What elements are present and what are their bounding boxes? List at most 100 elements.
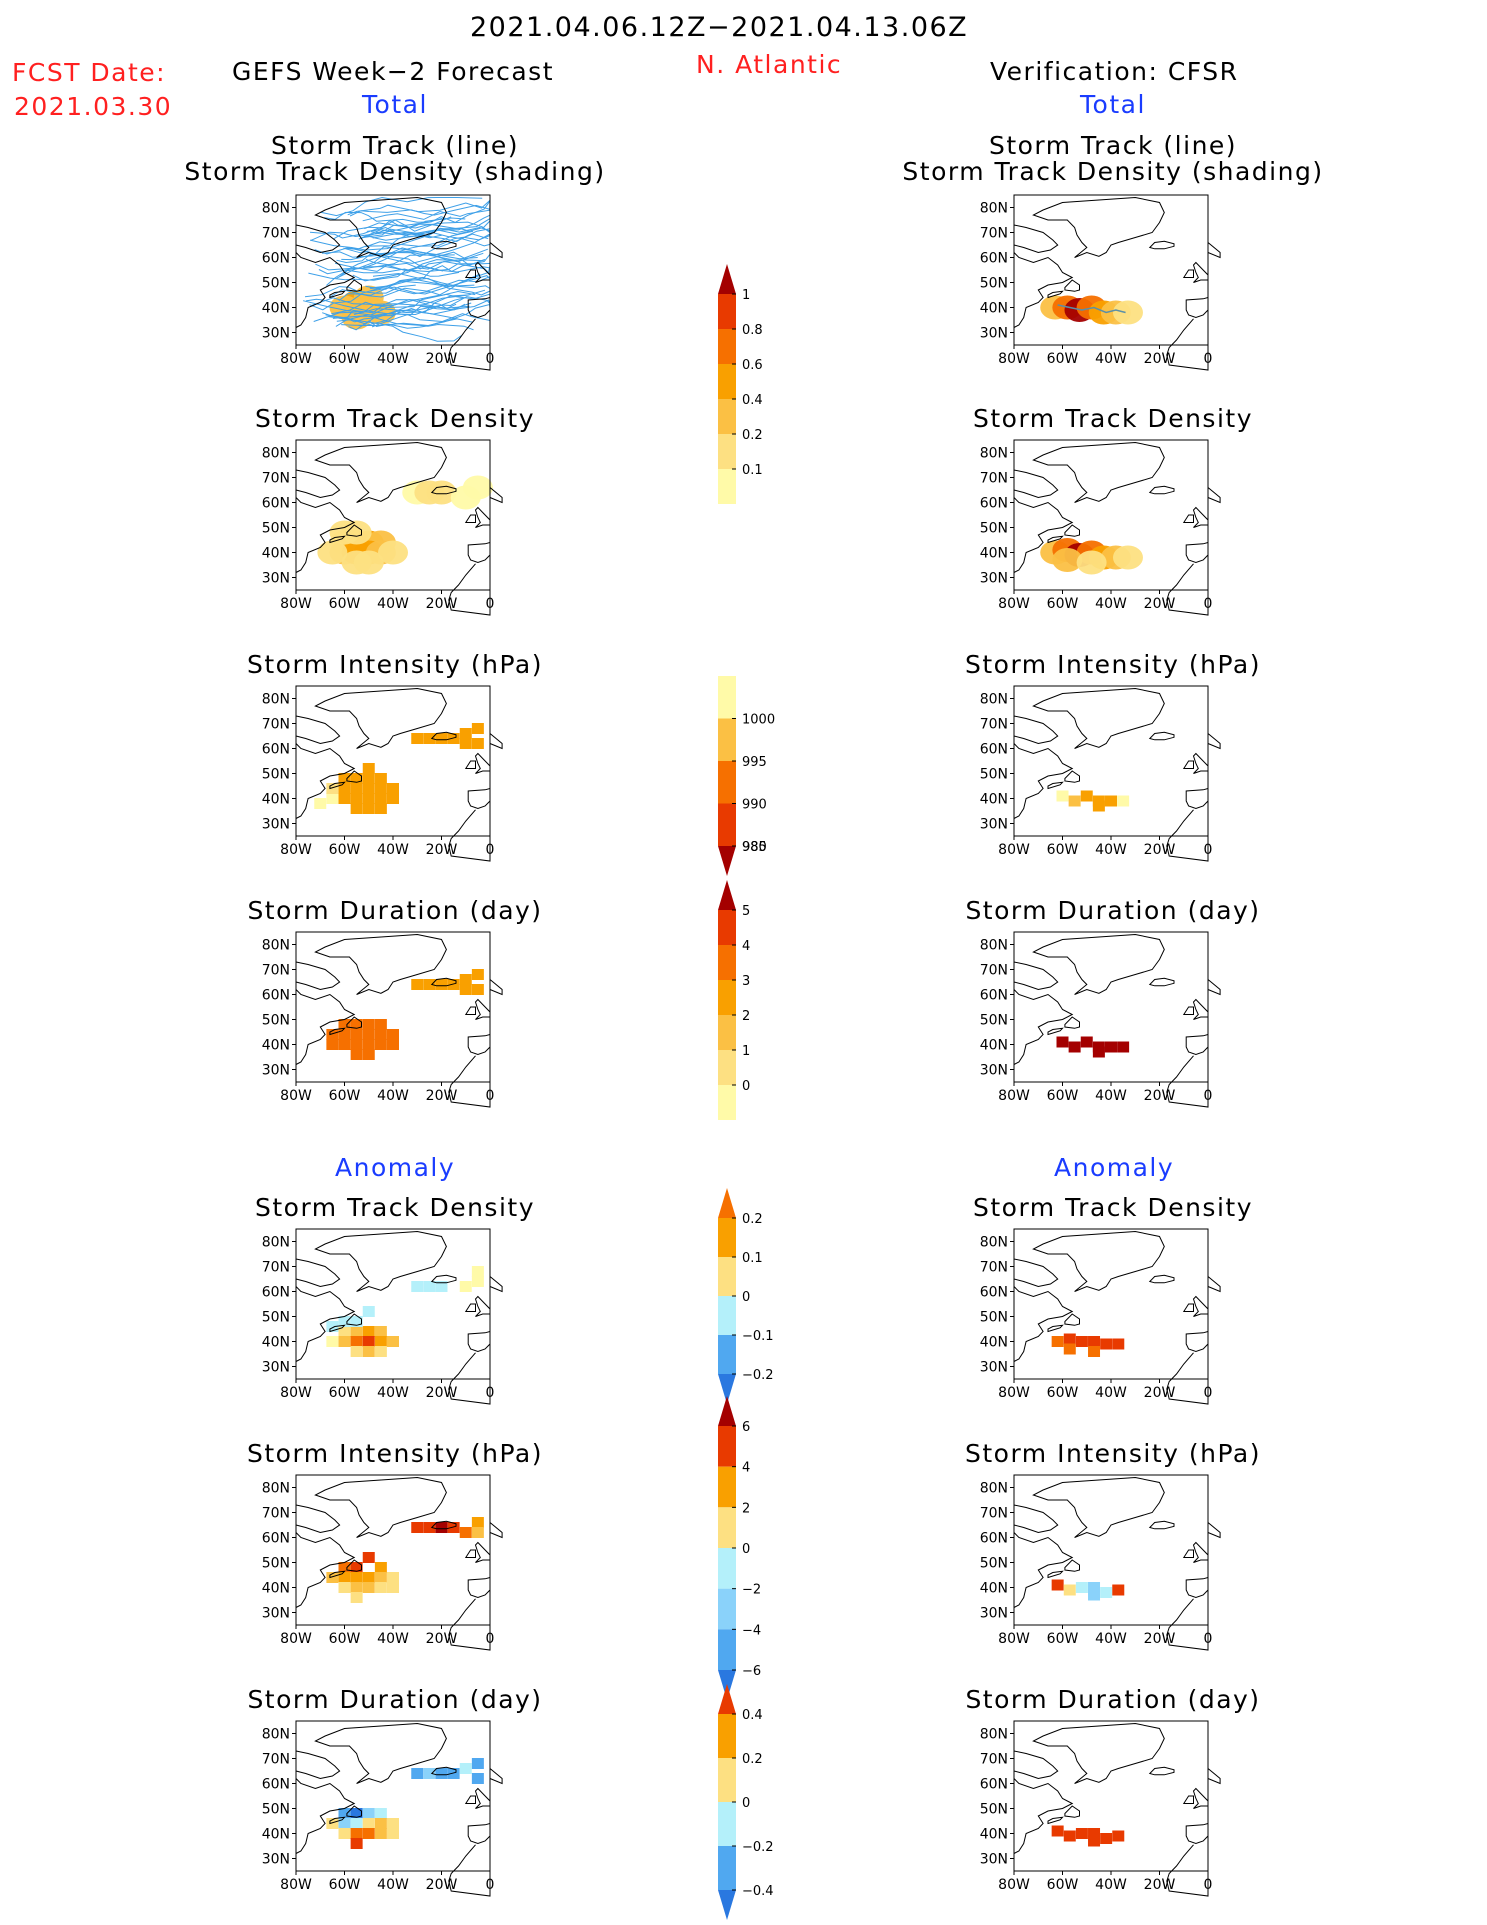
coastline: [329, 1324, 346, 1333]
y-tick-label: 60N: [262, 496, 290, 512]
grid-cell: [350, 1019, 363, 1030]
coastline: [346, 1805, 362, 1818]
storm-track-line: [331, 273, 481, 315]
x-tick-label: 60W: [1047, 842, 1079, 858]
plot-area: [296, 932, 490, 1082]
grid-cell: [1080, 1036, 1093, 1048]
coastline: [1207, 487, 1221, 504]
x-tick-label: 80W: [280, 842, 312, 858]
coastline: [1207, 242, 1221, 259]
colorbar-segment: [718, 1548, 736, 1589]
colorbar-segment: [718, 294, 736, 329]
y-tick-label: 30N: [980, 1606, 1008, 1622]
coastline: [467, 542, 491, 564]
coastline: [1013, 961, 1059, 991]
x-tick-label: 20W: [426, 1877, 458, 1893]
grid-cell: [1056, 790, 1069, 802]
x-tick-label: 40W: [377, 351, 409, 367]
y-tick-label: 30N: [262, 1063, 290, 1079]
colorbar-segment: [718, 1085, 736, 1120]
x-tick-label: 80W: [280, 1088, 312, 1104]
grid-cell: [362, 1039, 375, 1050]
coastline: [314, 196, 447, 258]
coastline: [474, 506, 491, 528]
coastline: [1148, 240, 1175, 250]
colorbar-label: −0.2: [742, 1840, 774, 1855]
coastlines: [295, 196, 503, 371]
grid-cell: [374, 793, 387, 804]
y-tick-label: 50N: [980, 767, 1008, 783]
x-tick-label: 40W: [377, 1877, 409, 1893]
grid-cell: [471, 1527, 484, 1538]
coastline: [448, 1055, 491, 1108]
coastline: [1148, 731, 1175, 741]
plot-area: [1014, 1721, 1208, 1871]
map-panel-fc-anom-intensity: 80N 70N 60N 50N 40N 30N 80W 60W 40W 20W 0: [262, 1474, 503, 1651]
colorbar-segment: [718, 434, 736, 469]
coastline: [295, 252, 356, 328]
x-tick-label: 20W: [1144, 1631, 1176, 1647]
grid-cell: [350, 1316, 363, 1327]
y-tick-label: 30N: [262, 1360, 290, 1376]
grid-cell: [350, 1346, 363, 1357]
coastline: [464, 269, 476, 278]
storm-track-line: [302, 300, 457, 313]
x-tick-label: 20W: [426, 596, 458, 612]
grid-cell: [1051, 1336, 1064, 1347]
x-tick-label: 60W: [329, 1631, 361, 1647]
coastline: [430, 485, 457, 495]
y-tick-label: 60N: [262, 251, 290, 267]
map-panel-fc-total-track: 80N 70N 60N 50N 40N 30N 80W 60W 40W 20W 0: [262, 194, 503, 371]
coastlines: [295, 441, 503, 616]
grid-cell: [362, 1019, 375, 1030]
coastline: [1047, 535, 1064, 544]
plot-area: [1014, 1475, 1208, 1625]
grid-cell: [338, 1582, 351, 1593]
x-tick-label: 80W: [280, 351, 312, 367]
y-tick-label: 60N: [980, 1531, 1008, 1547]
x-tick-label: 20W: [426, 842, 458, 858]
colorbar-label: 2: [742, 1009, 750, 1024]
map-panel-vf-anom-duration: 80N 70N 60N 50N 40N 30N 80W 60W 40W 20W 0: [980, 1720, 1221, 1897]
x-tick-label: 80W: [998, 1385, 1030, 1401]
coastline: [329, 535, 346, 544]
x-tick-label: 40W: [1095, 1631, 1127, 1647]
x-tick-label: 80W: [280, 1631, 312, 1647]
y-tick-label: 70N: [980, 471, 1008, 487]
grid-cell: [1100, 1833, 1113, 1844]
coastline: [295, 743, 356, 819]
grid-cell: [459, 974, 472, 985]
coastline: [329, 1027, 346, 1036]
y-tick-label: 50N: [980, 1310, 1008, 1326]
y-tick-label: 60N: [980, 251, 1008, 267]
x-tick-label: 0: [1204, 1631, 1213, 1647]
y-tick-label: 30N: [980, 326, 1008, 342]
x-tick-label: 40W: [1095, 1877, 1127, 1893]
coastline: [295, 469, 341, 499]
panel-title-fc-anom-duration: Storm Duration (day): [247, 1685, 543, 1714]
coastline: [1032, 687, 1165, 749]
storm-track-line: [1057, 304, 1126, 314]
grid-cell: [374, 1336, 387, 1347]
coastline: [314, 933, 447, 995]
grid-cell: [471, 1266, 484, 1277]
x-tick-label: 0: [1204, 1088, 1213, 1104]
grid-cell: [459, 728, 472, 739]
grid-cell: [459, 984, 472, 995]
y-tick-label: 30N: [262, 326, 290, 342]
y-tick-label: 30N: [980, 1852, 1008, 1868]
map-panel-vf-anom-intensity: 80N 70N 60N 50N 40N 30N 80W 60W 40W 20W 0: [980, 1474, 1221, 1651]
coastline: [346, 1313, 362, 1326]
x-tick-label: 40W: [377, 1088, 409, 1104]
x-tick-label: 20W: [1144, 1385, 1176, 1401]
grid-cell: [350, 1828, 363, 1839]
coastline: [1013, 1778, 1074, 1854]
coastline: [467, 1823, 491, 1845]
grid-cell: [387, 1039, 399, 1050]
y-tick-label: 60N: [262, 1777, 290, 1793]
coastline: [314, 1476, 447, 1538]
grid-cell: [350, 1562, 363, 1573]
coastline: [1064, 1016, 1080, 1029]
colorbar-segment: [718, 1257, 736, 1296]
